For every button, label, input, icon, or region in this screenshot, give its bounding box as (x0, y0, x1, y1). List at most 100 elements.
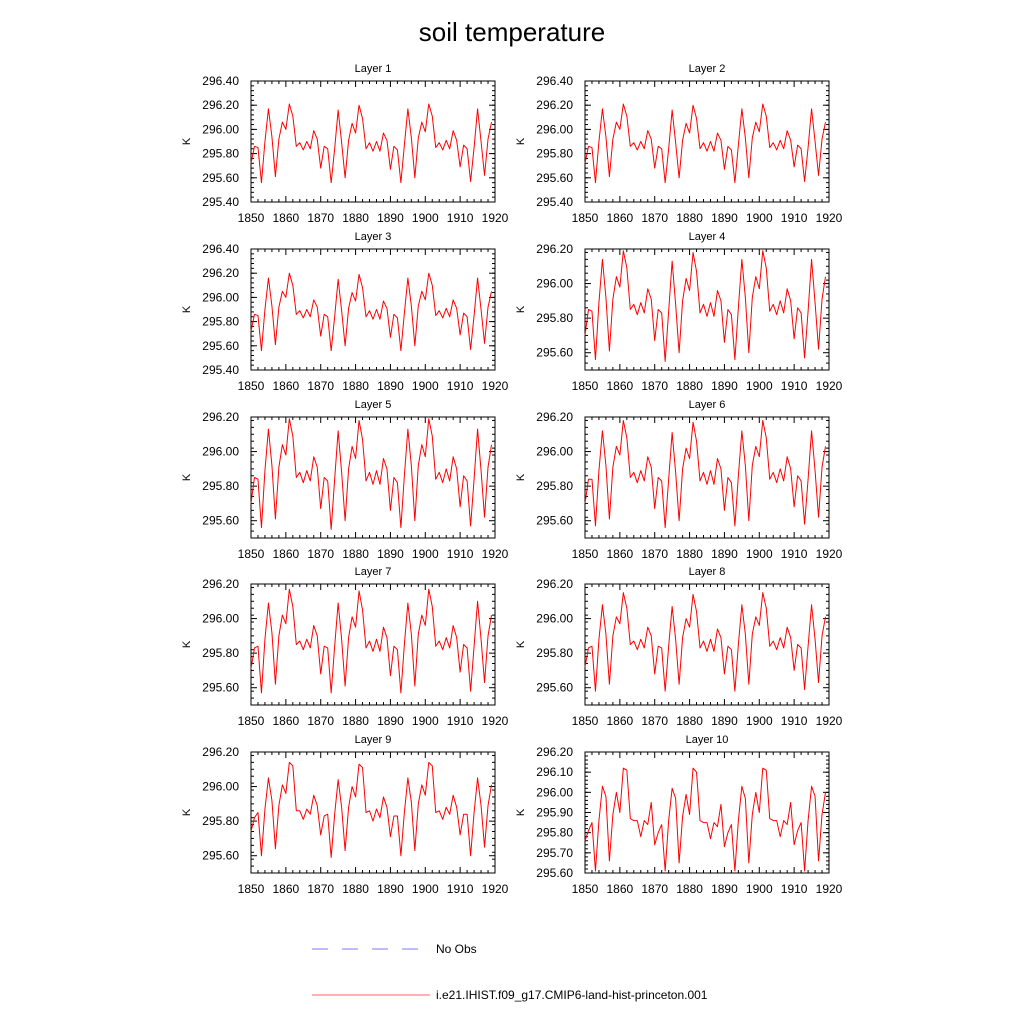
x-tick-label: 1860 (273, 379, 300, 393)
x-tick-label: 1890 (711, 547, 738, 561)
x-tick-label: 1880 (676, 211, 703, 225)
panel-10: Layer 10K295.60295.70295.80295.90296.002… (515, 734, 843, 896)
x-tick-label: 1910 (447, 547, 474, 561)
y-ticks: 295.60 295.80 296.00 296.20 (536, 577, 829, 706)
panel-title: Layer 7 (355, 566, 392, 578)
panel-9: Layer 9 K 295.60 295.80 296.00 296.20 1850 1860… (181, 734, 509, 896)
x-tick-label: 1910 (781, 882, 808, 896)
y-tick-label: 295.60 (536, 681, 573, 695)
y-axis-label: K (515, 640, 527, 648)
y-ticks: 295.60 295.70 295.80 295.90 296.00 296.10 296.… (536, 745, 829, 880)
x-tick-label: 1870 (307, 547, 334, 561)
series-line (250, 761, 493, 858)
x-tick-label: 1910 (447, 882, 474, 896)
x-tick-label: 1910 (447, 379, 474, 393)
y-tick-label: 296.10 (536, 765, 573, 779)
x-tick-label: 1850 (572, 714, 599, 728)
y-tick-label: 296.00 (202, 445, 239, 459)
y-tick-label: 295.90 (536, 806, 573, 820)
y-ticks: 295.60 295.80 296.00 296.20 (536, 410, 829, 539)
x-tick-label: 1880 (342, 379, 369, 393)
x-tick-label: 1920 (482, 714, 509, 728)
x-tick-label: 1870 (307, 379, 334, 393)
x-tick-label: 1910 (447, 714, 474, 728)
panel-title: Layer 8 (689, 566, 726, 578)
x-tick-label: 1910 (447, 211, 474, 225)
series-line (250, 588, 493, 694)
plot-frame (250, 416, 496, 539)
x-tick-label: 1890 (377, 882, 404, 896)
y-tick-label: 296.20 (536, 98, 573, 112)
x-ticks: 1850 1860 1870 1880 1890 1900 1910 1920 (238, 249, 509, 393)
panel-4: Layer 4 K 295.60 295.80 296.00 296.20 1850 1860… (515, 231, 843, 393)
panel-title: Layer 5 (355, 399, 392, 411)
x-tick-label: 1850 (572, 379, 599, 393)
y-tick-label: 295.60 (536, 514, 573, 528)
x-tick-label: 1920 (816, 379, 843, 393)
x-tick-label: 1900 (412, 547, 439, 561)
y-axis-label: K (181, 305, 193, 313)
x-ticks: 1850 1860 1870 1880 1890 1900 1910 1920 (572, 584, 843, 728)
y-axis-label: K (515, 808, 527, 816)
x-tick-label: 1870 (307, 714, 334, 728)
x-tick-label: 1860 (273, 211, 300, 225)
y-tick-label: 296.00 (202, 290, 239, 304)
x-tick-label: 1900 (412, 211, 439, 225)
y-axis-label: K (181, 473, 193, 481)
y-tick-label: 295.40 (202, 195, 239, 209)
y-tick-label: 295.60 (202, 849, 239, 863)
x-tick-label: 1910 (781, 379, 808, 393)
y-tick-label: 296.20 (202, 577, 239, 591)
y-tick-label: 295.60 (202, 339, 239, 353)
x-tick-label: 1920 (816, 714, 843, 728)
plot-frame (584, 248, 830, 371)
panel-7: Layer 7 K 295.60 295.80 296.00 296.20 1850 1860… (181, 566, 509, 728)
x-tick-label: 1850 (572, 211, 599, 225)
plot-frame (250, 751, 496, 874)
x-tick-label: 1870 (641, 379, 668, 393)
x-tick-label: 1910 (781, 547, 808, 561)
panel-title: Layer 6 (689, 399, 726, 411)
y-tick-label: 295.40 (536, 195, 573, 209)
y-tick-label: 295.60 (536, 866, 573, 880)
x-tick-label: 1920 (816, 882, 843, 896)
y-tick-label: 296.00 (536, 785, 573, 799)
y-tick-label: 296.20 (202, 98, 239, 112)
y-ticks: 295.60 295.80 296.00 296.20 (202, 745, 495, 874)
x-tick-label: 1860 (607, 211, 634, 225)
y-ticks: 295.40 295.60 295.80 296.00 296.20 296.40 (202, 74, 495, 209)
panel-title: Layer 10 (686, 734, 729, 746)
y-axis-label: K (181, 640, 193, 648)
x-tick-label: 1850 (238, 882, 265, 896)
x-tick-label: 1860 (273, 547, 300, 561)
series-line (250, 272, 492, 352)
x-ticks: 1850 1860 1870 1880 1890 1900 1910 1920 (238, 584, 509, 728)
y-tick-label: 296.40 (202, 74, 239, 88)
x-tick-label: 1860 (607, 379, 634, 393)
y-tick-label: 296.20 (202, 266, 239, 280)
x-tick-label: 1860 (273, 882, 300, 896)
series-line (584, 592, 827, 692)
series-line (250, 103, 492, 184)
legend-model-label: i.e21.IHIST.f09_g17.CMIP6-land-hist-prin… (436, 988, 708, 1002)
x-tick-label: 1880 (342, 714, 369, 728)
plot-frame (250, 583, 496, 706)
x-tick-label: 1900 (746, 714, 773, 728)
x-tick-label: 1880 (342, 211, 369, 225)
x-tick-label: 1850 (238, 547, 265, 561)
y-axis-label: K (515, 305, 527, 313)
panel-8: Layer 8 K 295.60 295.80 296.00 296.20 1850 1860… (515, 566, 843, 728)
x-tick-label: 1900 (746, 211, 773, 225)
x-tick-label: 1860 (273, 714, 300, 728)
plot-frame (584, 80, 830, 203)
x-tick-label: 1870 (641, 714, 668, 728)
panels: Layer 1K295.40295.60295.80296.00296.2029… (181, 63, 843, 896)
series-line (250, 418, 493, 530)
figure-title: soil temperature (419, 17, 605, 47)
x-tick-label: 1870 (641, 211, 668, 225)
x-tick-label: 1890 (711, 379, 738, 393)
x-tick-label: 1870 (641, 882, 668, 896)
x-tick-label: 1910 (781, 714, 808, 728)
x-tick-label: 1850 (572, 882, 599, 896)
x-ticks: 1850 1860 1870 1880 1890 1900 1910 1920 (238, 752, 509, 896)
